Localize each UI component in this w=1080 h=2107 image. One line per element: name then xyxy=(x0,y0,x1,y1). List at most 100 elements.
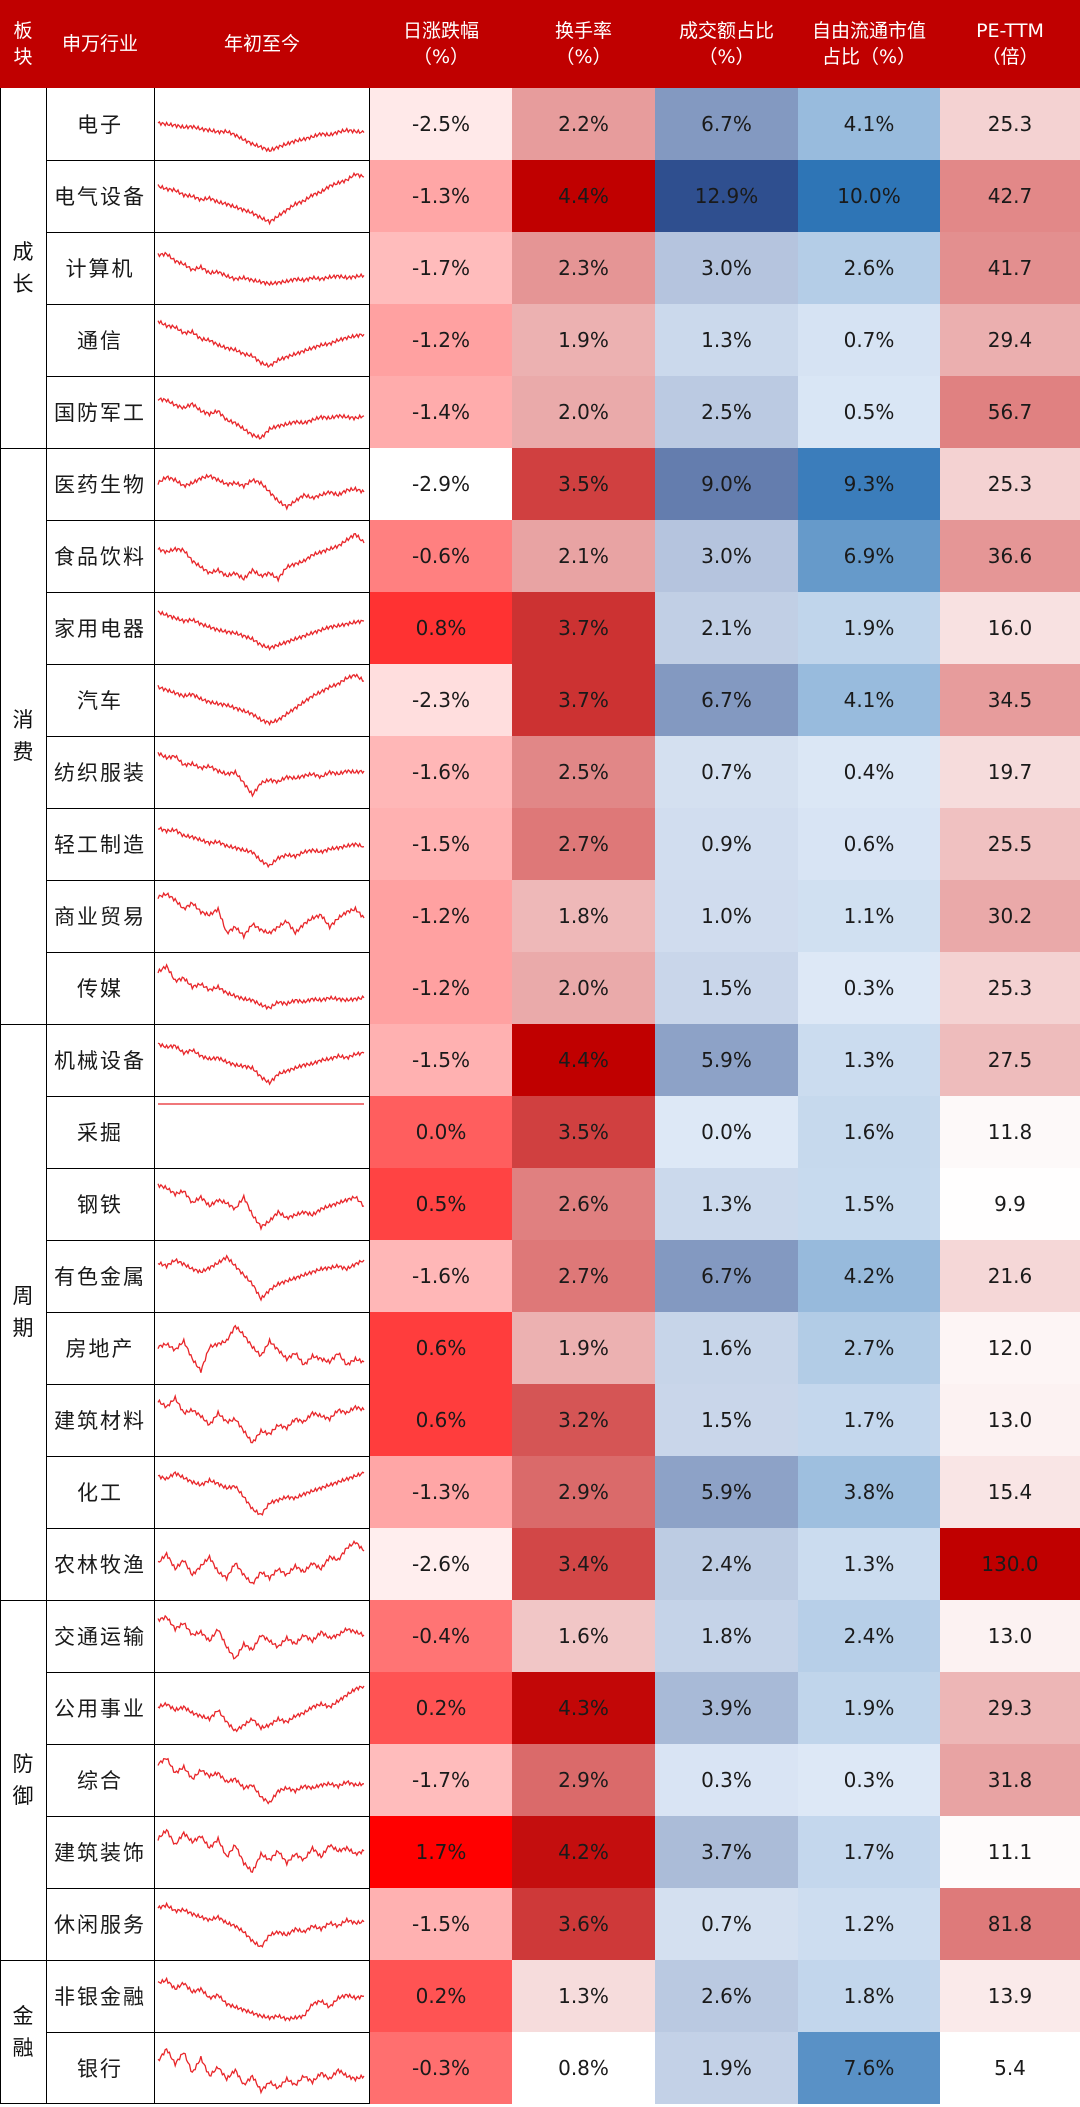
industry-name-cell: 计算机 xyxy=(65,257,135,281)
row-divider xyxy=(46,1672,370,1673)
ytd-sparkline xyxy=(157,120,365,153)
pe-ttm-cell: 11.8 xyxy=(940,1096,1080,1168)
daily-change-cell: 0.6% xyxy=(370,1312,512,1384)
industry-name-cell: 化工 xyxy=(77,1481,123,1505)
row-divider xyxy=(46,1528,370,1529)
industry-name-cell: 机械设备 xyxy=(54,1049,146,1073)
ytd-line xyxy=(157,1614,365,1660)
volume-share-cell: 1.9% xyxy=(655,2032,798,2104)
turnover-cell: 2.2% xyxy=(512,88,655,160)
volume-share-cell: 1.3% xyxy=(655,1168,798,1240)
float-cap-share-cell: 4.1% xyxy=(798,664,940,736)
volume-share-cell: 0.3% xyxy=(655,1744,798,1816)
volume-share-cell: 2.6% xyxy=(655,1960,798,2032)
volume-share-cell: 3.0% xyxy=(655,232,798,304)
daily-change-cell: -1.2% xyxy=(370,880,512,952)
float-cap-share-cell: 1.7% xyxy=(798,1384,940,1456)
ytd-line xyxy=(157,1901,365,1948)
group-label: 成 长 xyxy=(12,240,34,296)
ytd-sparkline xyxy=(157,1471,365,1516)
float-cap-share-cell: 0.7% xyxy=(798,304,940,376)
row-divider xyxy=(46,1168,370,1169)
float-cap-share-cell: 1.1% xyxy=(798,880,940,952)
volume-share-cell: 1.6% xyxy=(655,1312,798,1384)
ytd-sparkline xyxy=(157,1393,365,1444)
volume-share-cell: 6.7% xyxy=(655,664,798,736)
ytd-sparkline xyxy=(157,251,365,287)
industry-name-cell: 钢铁 xyxy=(77,1193,123,1217)
pe-ttm-cell: 21.6 xyxy=(940,1240,1080,1312)
float-cap-share-cell: 3.8% xyxy=(798,1456,940,1528)
ytd-sparkline xyxy=(157,473,365,511)
ytd-line xyxy=(157,1471,365,1516)
ytd-line xyxy=(157,610,365,652)
group-label: 消 费 xyxy=(12,708,34,764)
turnover-cell: 3.7% xyxy=(512,664,655,736)
turnover-cell: 4.3% xyxy=(512,1672,655,1744)
pe-ttm-cell: 31.8 xyxy=(940,1744,1080,1816)
pe-ttm-cell: 15.4 xyxy=(940,1456,1080,1528)
turnover-cell: 4.2% xyxy=(512,1816,655,1888)
industry-name-cell: 国防军工 xyxy=(54,401,146,425)
header-block: 板 块 xyxy=(0,0,46,88)
daily-change-cell: 0.8% xyxy=(370,592,512,664)
volume-share-cell: 5.9% xyxy=(655,1456,798,1528)
pe-ttm-cell: 19.7 xyxy=(940,736,1080,808)
turnover-cell: 2.7% xyxy=(512,808,655,880)
row-divider xyxy=(46,304,370,305)
float-cap-share-cell: 0.4% xyxy=(798,736,940,808)
industry-name-cell: 采掘 xyxy=(77,1121,123,1145)
float-cap-share-cell: 1.2% xyxy=(798,1888,940,1960)
industry-name-cell: 非银金融 xyxy=(54,1985,146,2009)
pe-ttm-cell: 25.3 xyxy=(940,448,1080,520)
pe-ttm-cell: 36.6 xyxy=(940,520,1080,592)
float-cap-share-cell: 2.7% xyxy=(798,1312,940,1384)
pe-ttm-cell: 13.0 xyxy=(940,1384,1080,1456)
turnover-cell: 2.5% xyxy=(512,736,655,808)
industry-name-cell: 电气设备 xyxy=(54,185,146,209)
pe-ttm-cell: 25.3 xyxy=(940,952,1080,1024)
ytd-line xyxy=(157,1976,365,2022)
ytd-line xyxy=(157,473,365,511)
float-cap-share-cell: 10.0% xyxy=(798,160,940,232)
volume-share-cell: 12.9% xyxy=(655,160,798,232)
col-divider xyxy=(369,88,370,2104)
industry-name-cell: 房地产 xyxy=(65,1337,135,1361)
ytd-sparkline xyxy=(157,1254,365,1302)
float-cap-share-cell: 0.3% xyxy=(798,1744,940,1816)
ytd-sparkline xyxy=(157,963,365,1011)
pe-ttm-cell: 11.1 xyxy=(940,1816,1080,1888)
volume-share-cell: 2.1% xyxy=(655,592,798,664)
ytd-line xyxy=(157,1393,365,1444)
header-pe-ttm: PE-TTM （倍） xyxy=(940,0,1080,88)
volume-share-cell: 1.3% xyxy=(655,304,798,376)
row-divider xyxy=(46,1816,370,1817)
ytd-sparkline xyxy=(157,1901,365,1948)
turnover-cell: 0.8% xyxy=(512,2032,655,2104)
row-divider xyxy=(46,1312,370,1313)
group-divider xyxy=(0,448,370,449)
ytd-sparkline xyxy=(157,171,365,226)
turnover-cell: 2.0% xyxy=(512,376,655,448)
header-industry: 申万行业 xyxy=(46,0,154,88)
row-divider xyxy=(46,1096,370,1097)
group-divider xyxy=(0,1024,370,1025)
daily-change-cell: -1.5% xyxy=(370,808,512,880)
ytd-line xyxy=(157,1757,365,1805)
ytd-line xyxy=(157,1324,365,1373)
ytd-line xyxy=(158,826,365,869)
industry-name-cell: 医药生物 xyxy=(54,473,146,497)
industry-name-cell: 交通运输 xyxy=(54,1625,146,1649)
daily-change-cell: -2.3% xyxy=(370,664,512,736)
turnover-cell: 2.9% xyxy=(512,1744,655,1816)
row-divider xyxy=(46,592,370,593)
float-cap-share-cell: 1.9% xyxy=(798,1672,940,1744)
daily-change-cell: -2.5% xyxy=(370,88,512,160)
industry-name-cell: 轻工制造 xyxy=(54,833,146,857)
industry-name-cell: 公用事业 xyxy=(54,1697,146,1721)
header-float-cap-share: 自由流通市值 占比（%） xyxy=(798,0,940,88)
bottom-border xyxy=(0,2103,370,2104)
pe-ttm-cell: 29.4 xyxy=(940,304,1080,376)
pe-ttm-cell: 9.9 xyxy=(940,1168,1080,1240)
turnover-cell: 3.2% xyxy=(512,1384,655,1456)
